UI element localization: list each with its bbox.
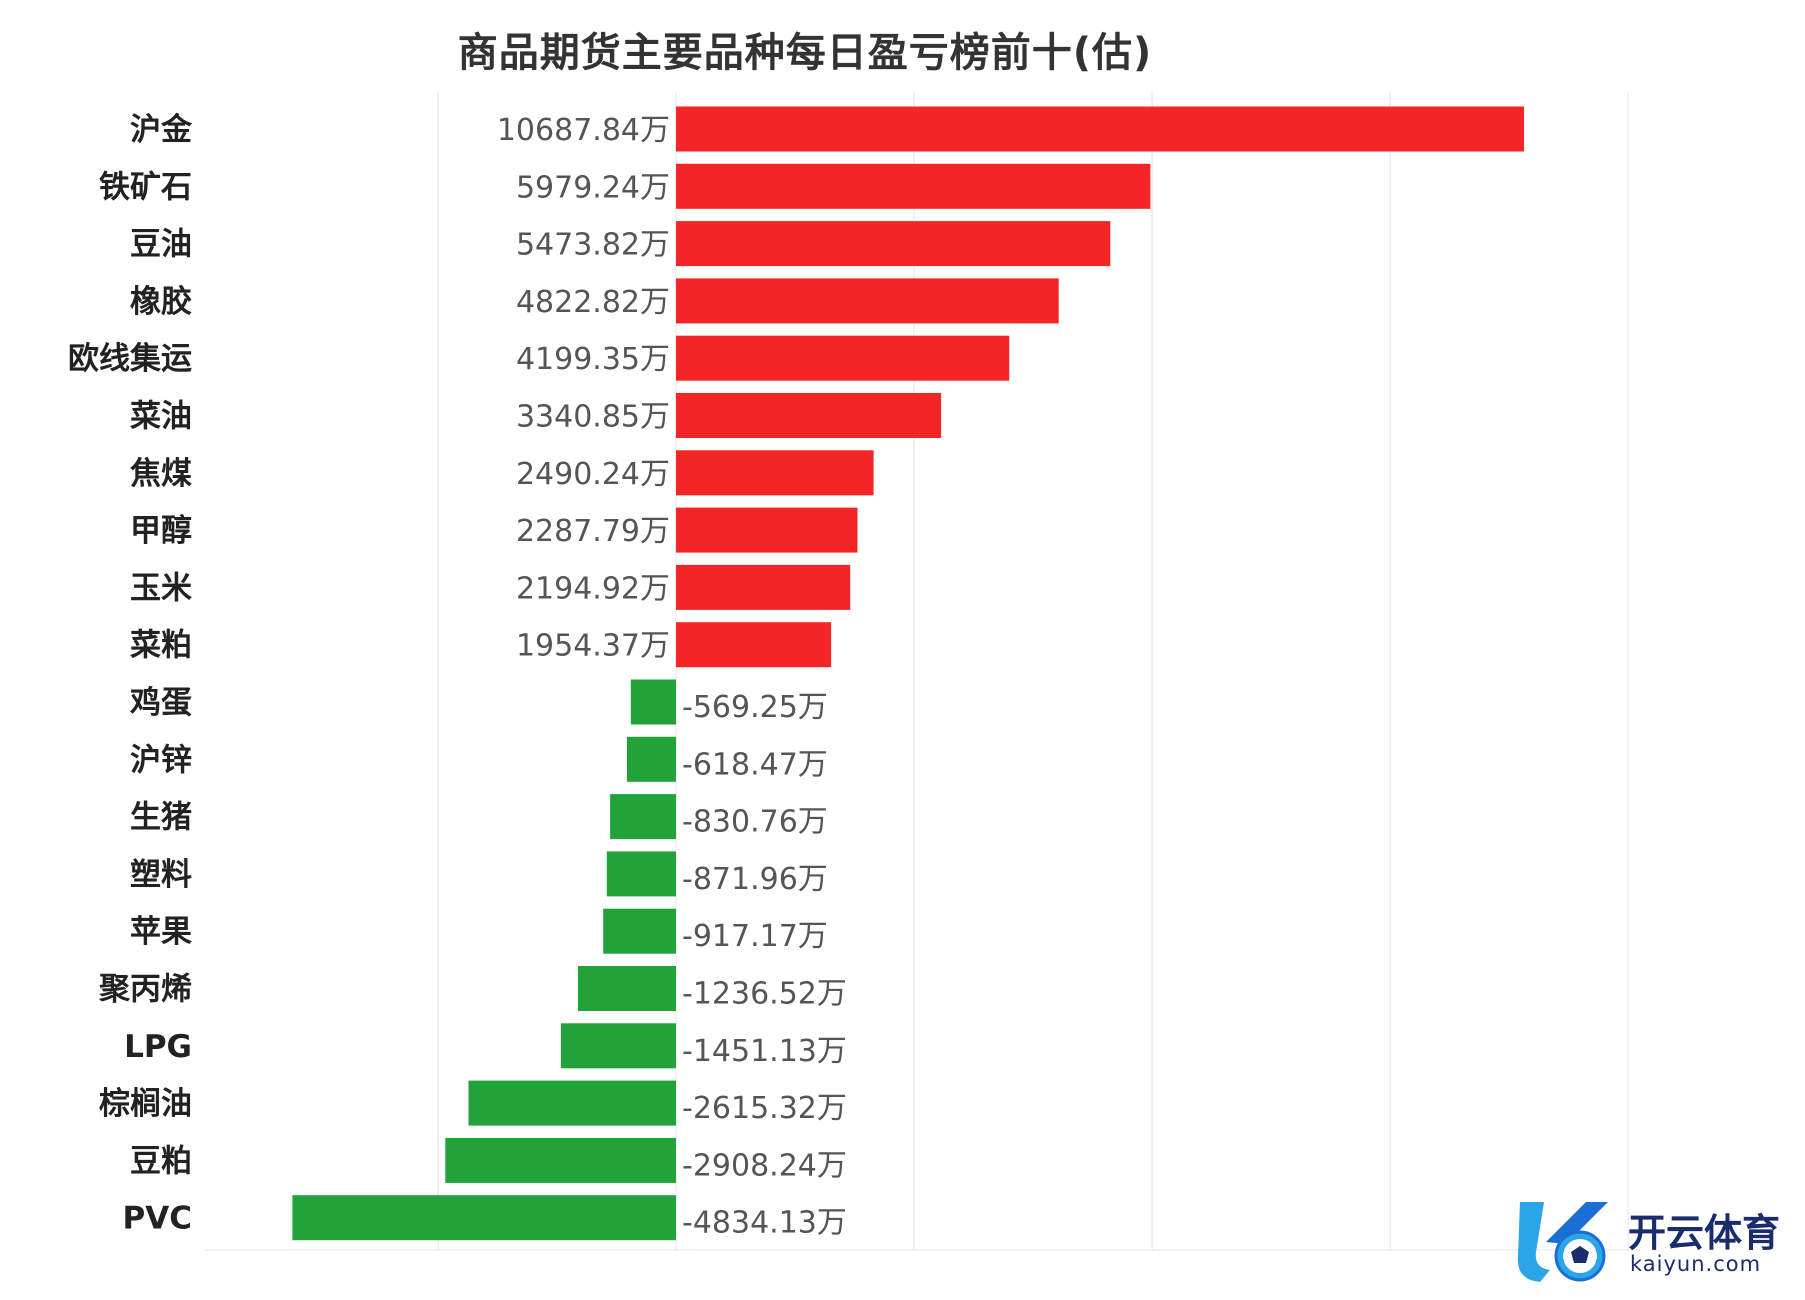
bar bbox=[630, 679, 676, 725]
data-label: -569.25万 bbox=[682, 690, 828, 725]
bar bbox=[560, 1023, 676, 1069]
bar bbox=[676, 221, 1111, 267]
data-label: -871.96万 bbox=[682, 862, 828, 897]
bar bbox=[676, 450, 874, 496]
data-label: -4834.13万 bbox=[682, 1206, 847, 1241]
watermark-domain: kaiyun.com bbox=[1630, 1252, 1762, 1276]
bar bbox=[676, 106, 1524, 152]
category-label: 橡胶 bbox=[130, 284, 192, 320]
category-label: 菜粕 bbox=[130, 628, 192, 664]
bar bbox=[603, 908, 676, 954]
bar bbox=[676, 564, 851, 610]
bar bbox=[610, 794, 676, 840]
bar bbox=[676, 163, 1151, 209]
watermark-name: 开云体育 bbox=[1628, 1211, 1781, 1255]
watermark: 开云体育 kaiyun.com bbox=[1510, 1190, 1800, 1290]
category-label: 生猪 bbox=[130, 800, 192, 836]
category-label: PVC bbox=[123, 1201, 192, 1237]
category-label: 聚丙烯 bbox=[98, 972, 192, 1008]
bar bbox=[626, 736, 676, 782]
data-label: 4199.35万 bbox=[516, 342, 670, 377]
bar bbox=[577, 966, 676, 1011]
category-label: 沪金 bbox=[130, 112, 193, 148]
data-label: -1451.13万 bbox=[682, 1034, 847, 1069]
category-label: 棕榈油 bbox=[99, 1086, 192, 1122]
data-label: 10687.84万 bbox=[497, 113, 670, 148]
data-label: -618.47万 bbox=[682, 747, 828, 782]
bar bbox=[676, 278, 1059, 324]
bar bbox=[606, 851, 676, 897]
data-label: 2490.24万 bbox=[516, 457, 670, 492]
data-label: 1954.37万 bbox=[516, 629, 670, 664]
bar bbox=[676, 335, 1010, 381]
category-label: 玉米 bbox=[130, 570, 192, 606]
data-label: 4822.82万 bbox=[516, 285, 670, 320]
category-label: 甲醇 bbox=[130, 513, 192, 549]
category-label: 沪锌 bbox=[130, 742, 192, 778]
kaiyun-logo-icon bbox=[1517, 1202, 1608, 1282]
category-label: LPG bbox=[124, 1029, 192, 1065]
bar bbox=[676, 622, 832, 668]
category-label: 苹果 bbox=[130, 914, 192, 950]
category-label: 豆油 bbox=[130, 227, 192, 263]
category-label: 焦煤 bbox=[130, 456, 192, 492]
data-label: 5979.24万 bbox=[516, 170, 670, 205]
data-label: 2287.79万 bbox=[516, 514, 670, 549]
bar bbox=[676, 393, 942, 438]
data-label: -917.17万 bbox=[682, 919, 828, 954]
category-label: 菜油 bbox=[130, 399, 192, 435]
category-label: 鸡蛋 bbox=[129, 685, 192, 721]
data-label: -1236.52万 bbox=[682, 977, 847, 1012]
category-label: 豆粕 bbox=[130, 1143, 192, 1179]
bar bbox=[676, 507, 858, 553]
data-label: 2194.92万 bbox=[516, 571, 670, 606]
bar bbox=[445, 1137, 676, 1183]
category-label: 欧线集运 bbox=[68, 341, 192, 377]
chart-title: 商品期货主要品种每日盈亏榜前十(估) bbox=[457, 30, 1153, 76]
data-label: 3340.85万 bbox=[516, 400, 670, 435]
bar-layer bbox=[292, 106, 1524, 1241]
data-label: 5473.82万 bbox=[516, 228, 670, 263]
data-label: -2908.24万 bbox=[682, 1148, 847, 1183]
bar bbox=[468, 1080, 676, 1126]
category-label: 铁矿石 bbox=[99, 169, 192, 205]
bar bbox=[292, 1195, 676, 1241]
data-label: -2615.32万 bbox=[682, 1091, 847, 1126]
category-label: 塑料 bbox=[130, 857, 192, 893]
data-label: -830.76万 bbox=[682, 805, 828, 840]
